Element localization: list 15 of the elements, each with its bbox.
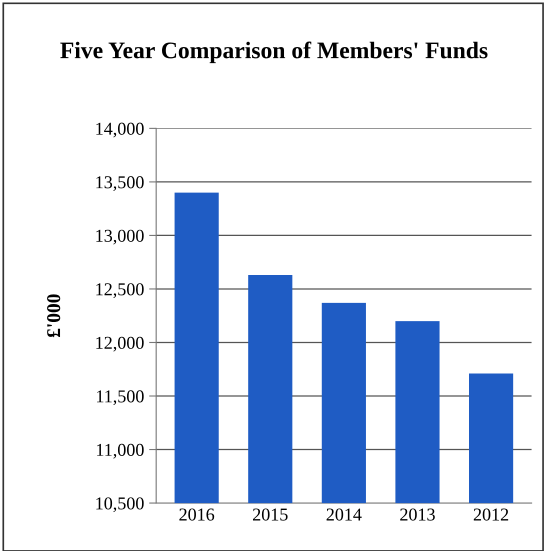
y-tick-label: 12,500 [96, 283, 144, 298]
y-tick-label: 13,000 [96, 230, 144, 244]
y-tick-label: 11,000 [96, 444, 144, 459]
x-tick-label: 2012 [474, 508, 508, 521]
x-tick-label: 2014 [326, 508, 362, 521]
x-tick-label: 2013 [400, 508, 435, 521]
x-tick-label: 2015 [253, 508, 288, 521]
y-tick-label: 12,000 [96, 336, 144, 352]
y-tick-label: 10,500 [96, 497, 144, 512]
y-axis-title: £'000 [47, 294, 60, 338]
x-tick-label: 2016 [179, 508, 214, 521]
y-tick-label: 14,000 [96, 122, 144, 138]
chart-title: Five Year Comparison of Members' Funds [60, 42, 488, 64]
y-tick-label: 11,500 [96, 390, 144, 406]
y-tick-label: 13,500 [96, 176, 144, 191]
